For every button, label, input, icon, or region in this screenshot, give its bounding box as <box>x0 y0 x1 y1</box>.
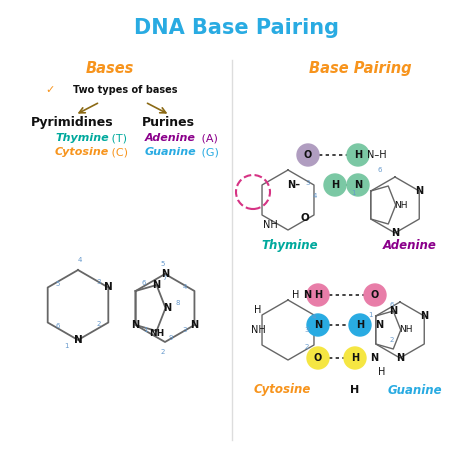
Circle shape <box>347 174 369 196</box>
Text: N: N <box>131 320 140 330</box>
Text: 2: 2 <box>390 337 394 343</box>
Text: O: O <box>304 150 312 160</box>
Circle shape <box>349 314 371 336</box>
Text: NH: NH <box>394 201 408 210</box>
Text: 4: 4 <box>182 284 187 290</box>
Circle shape <box>307 314 329 336</box>
Text: H: H <box>351 353 359 363</box>
Text: Cytosine: Cytosine <box>55 147 109 157</box>
Text: 6: 6 <box>55 323 60 329</box>
Text: 1: 1 <box>143 327 148 333</box>
Text: H: H <box>356 320 364 330</box>
Text: (A): (A) <box>198 133 218 143</box>
Circle shape <box>324 174 346 196</box>
Text: 2: 2 <box>161 349 165 355</box>
Text: O: O <box>301 213 310 223</box>
Text: 3: 3 <box>305 327 309 333</box>
Circle shape <box>307 347 329 369</box>
Text: Purines: Purines <box>142 116 194 128</box>
Text: O: O <box>371 290 379 300</box>
Text: N: N <box>415 186 423 196</box>
Text: 6: 6 <box>141 280 146 286</box>
Text: 5: 5 <box>161 261 165 267</box>
Text: 4: 4 <box>78 257 82 263</box>
Text: N: N <box>73 335 82 345</box>
Text: Base Pairing: Base Pairing <box>309 61 411 75</box>
Circle shape <box>347 144 369 166</box>
Text: 9: 9 <box>168 335 173 341</box>
Text: DNA Base Pairing: DNA Base Pairing <box>135 18 339 38</box>
Text: N: N <box>164 303 172 313</box>
Text: NH: NH <box>251 325 265 335</box>
Text: 2: 2 <box>96 321 100 328</box>
Text: Pyrimidines: Pyrimidines <box>31 116 113 128</box>
Text: 4: 4 <box>313 193 317 199</box>
Text: Bases: Bases <box>86 61 134 75</box>
Text: 8: 8 <box>175 300 180 306</box>
Text: 3: 3 <box>182 327 187 333</box>
Circle shape <box>364 284 386 306</box>
Text: 1: 1 <box>64 343 68 349</box>
Text: N: N <box>303 290 311 300</box>
Text: N: N <box>391 228 399 238</box>
Circle shape <box>307 284 329 306</box>
Text: Adenine: Adenine <box>383 238 437 252</box>
Text: N: N <box>191 320 199 330</box>
Text: (C): (C) <box>108 147 128 157</box>
Text: 6: 6 <box>378 167 382 173</box>
Text: Guanine: Guanine <box>388 383 442 396</box>
Text: NH: NH <box>149 328 164 337</box>
Text: H: H <box>331 180 339 190</box>
Text: ✓: ✓ <box>46 85 55 95</box>
Text: NH: NH <box>399 326 412 335</box>
Text: Two types of bases: Two types of bases <box>73 85 177 95</box>
Text: 1: 1 <box>351 190 355 196</box>
Text: Guanine: Guanine <box>145 147 197 157</box>
Text: 6: 6 <box>390 302 394 308</box>
Text: O: O <box>314 353 322 363</box>
Text: N: N <box>389 306 397 316</box>
Text: H: H <box>255 305 262 315</box>
Text: 4: 4 <box>312 314 316 320</box>
Text: Adenine: Adenine <box>145 133 196 143</box>
Text: 7: 7 <box>162 275 167 281</box>
Text: NH: NH <box>263 220 277 230</box>
Circle shape <box>344 347 366 369</box>
Text: H: H <box>314 290 322 300</box>
Text: H: H <box>354 150 362 160</box>
Text: (G): (G) <box>198 147 219 157</box>
Text: N: N <box>420 311 428 321</box>
Text: H: H <box>350 385 360 395</box>
Text: N: N <box>161 269 169 279</box>
Text: N: N <box>153 280 161 290</box>
Text: H: H <box>292 290 300 300</box>
Text: N–: N– <box>288 180 301 190</box>
Text: N: N <box>396 353 404 363</box>
Text: N: N <box>104 283 113 292</box>
Text: H: H <box>378 367 386 377</box>
Text: N: N <box>370 353 378 363</box>
Circle shape <box>297 144 319 166</box>
Text: N: N <box>354 180 362 190</box>
Text: 2: 2 <box>305 344 309 350</box>
Text: Cytosine: Cytosine <box>253 383 310 396</box>
Text: 5: 5 <box>55 281 60 286</box>
Text: 3: 3 <box>306 180 310 186</box>
Text: 3: 3 <box>96 279 100 284</box>
Text: Thymine: Thymine <box>55 133 109 143</box>
Text: N: N <box>375 320 383 330</box>
Text: Thymine: Thymine <box>262 238 319 252</box>
Text: 1: 1 <box>368 312 372 318</box>
Text: N: N <box>314 320 322 330</box>
Text: N–H: N–H <box>367 150 387 160</box>
Text: (T): (T) <box>108 133 127 143</box>
